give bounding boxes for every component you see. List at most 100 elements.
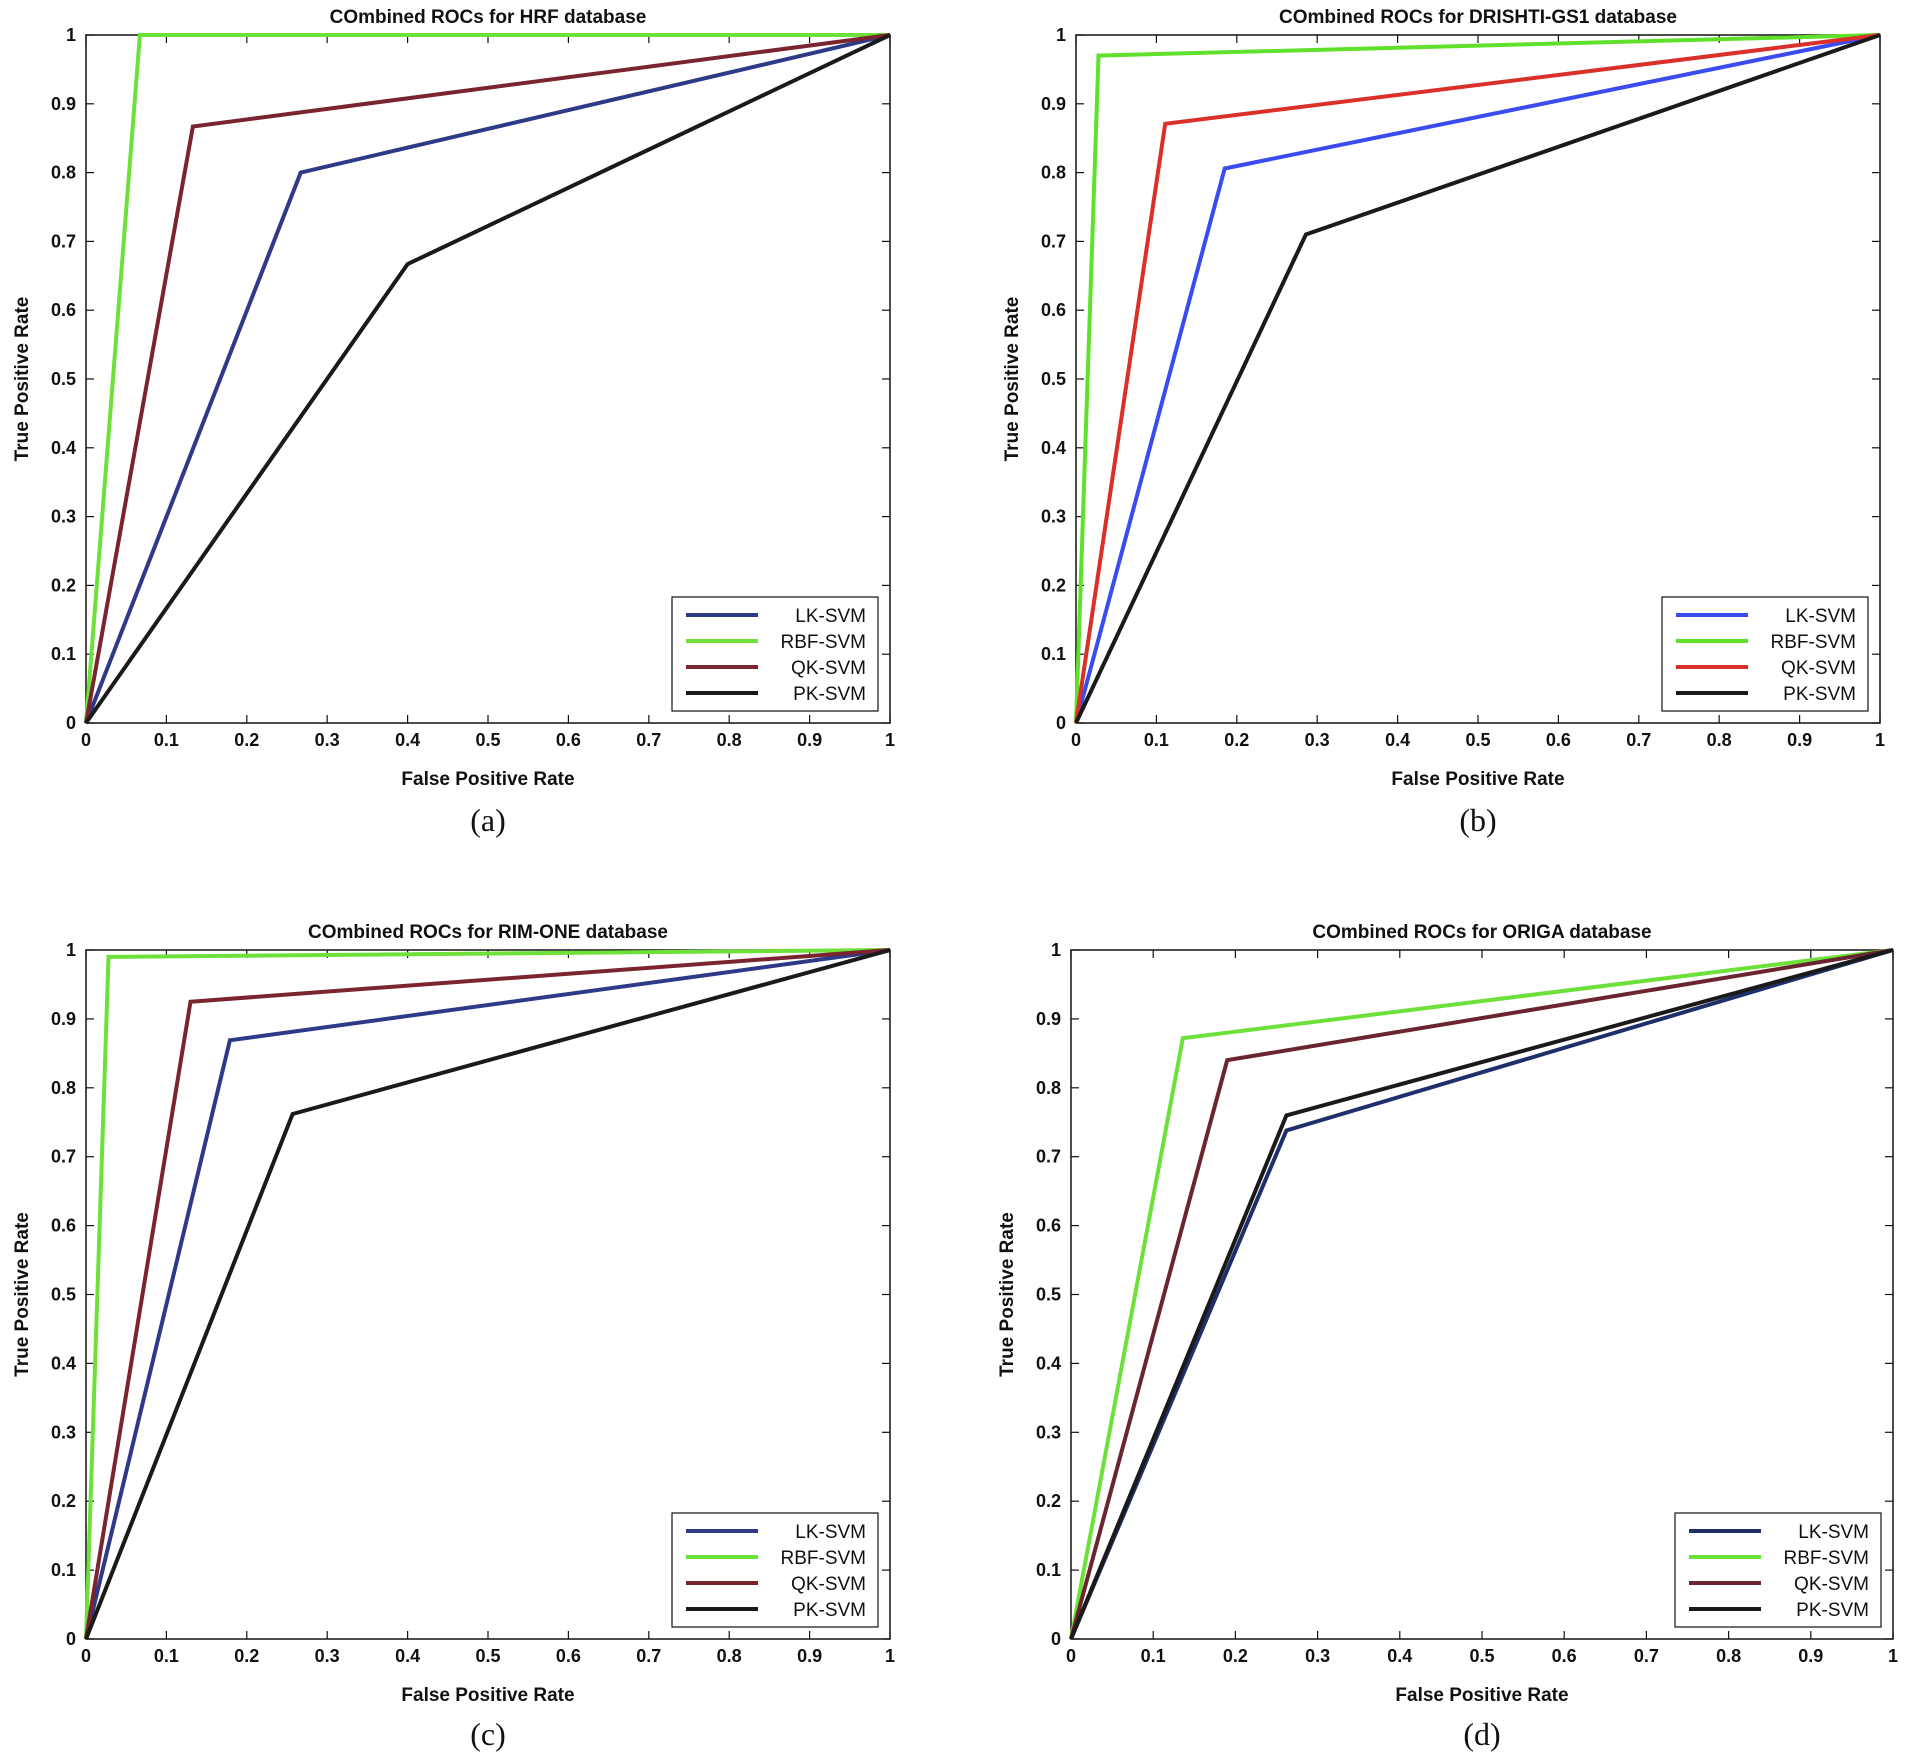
x-tick-label: 0.9 — [797, 1646, 822, 1666]
y-tick-label: 0.9 — [51, 1009, 76, 1029]
chart-title: COmbined ROCs for DRISHTI-GS1 database — [1279, 7, 1677, 28]
x-tick-label: 0.4 — [1387, 1646, 1412, 1666]
panel-caption: (a) — [470, 802, 506, 838]
y-axis-label: True Positive Rate — [1002, 297, 1023, 462]
series-line-qk-svm — [84, 948, 891, 1640]
x-tick-label: 1 — [885, 730, 895, 750]
x-tick-label: 0.4 — [1385, 730, 1410, 750]
series-line-rbf-svm — [1074, 33, 1881, 724]
x-tick-label: 0 — [1071, 730, 1081, 750]
series-line-rbf-svm — [84, 948, 891, 1640]
legend-label: QK-SVM — [1794, 1574, 1869, 1595]
x-tick-label: 0.5 — [1465, 730, 1490, 750]
y-tick-label: 0.2 — [51, 1491, 76, 1511]
series-line-qk-svm — [84, 33, 891, 724]
legend: LK-SVM RBF-SVM QK-SVM PK-SVM — [1661, 596, 1869, 712]
x-tick-label: 0.2 — [234, 1646, 259, 1666]
x-axis-label: False Positive Rate — [401, 1685, 574, 1706]
y-tick-label: 0.6 — [51, 300, 76, 320]
x-tick-label: 1 — [1888, 1646, 1898, 1666]
x-tick-label: 0.6 — [556, 1646, 581, 1666]
y-tick-label: 0.1 — [51, 1560, 76, 1580]
y-tick-label: 0.7 — [1041, 231, 1066, 251]
y-tick-label: 0.9 — [51, 94, 76, 114]
y-tick-label: 1 — [1056, 25, 1066, 45]
x-tick-label: 0.1 — [154, 730, 179, 750]
y-tick-label: 0.2 — [51, 575, 76, 595]
x-axis-label: False Positive Rate — [1391, 769, 1564, 790]
x-tick-label: 0.9 — [1787, 730, 1812, 750]
chart-panel-3: COmbined ROCs for ORIGA database 0 0.1 0.2 0… — [997, 922, 1898, 1752]
x-tick-label: 0.7 — [1634, 1646, 1659, 1666]
y-axis-label: True Positive Rate — [12, 297, 33, 462]
legend-label: RBF-SVM — [1784, 1548, 1870, 1569]
legend-label: LK-SVM — [1798, 1522, 1869, 1543]
x-tick-label: 0.8 — [1716, 1646, 1741, 1666]
series-line-pk-svm — [1069, 948, 1894, 1640]
y-tick-label: 0 — [1056, 713, 1066, 733]
x-tick-label: 0.2 — [234, 730, 259, 750]
x-tick-label: 0.5 — [1469, 1646, 1494, 1666]
series-line-rbf-svm — [1069, 948, 1894, 1640]
legend-label: RBF-SVM — [1771, 632, 1857, 653]
y-tick-label: 0.1 — [1036, 1560, 1061, 1580]
x-tick-label: 0.2 — [1224, 730, 1249, 750]
x-tick-label: 0 — [81, 1646, 91, 1666]
y-tick-label: 0.2 — [1041, 575, 1066, 595]
y-tick-label: 0.8 — [51, 1078, 76, 1098]
y-tick-label: 0.4 — [1036, 1353, 1061, 1373]
legend: LK-SVM RBF-SVM QK-SVM PK-SVM — [1674, 1512, 1882, 1628]
y-tick-label: 0.6 — [1041, 300, 1066, 320]
x-tick-label: 0.4 — [395, 730, 420, 750]
y-tick-label: 0.4 — [51, 1353, 76, 1373]
x-tick-label: 1 — [885, 1646, 895, 1666]
y-tick-label: 0.3 — [1036, 1422, 1061, 1442]
x-tick-label: 0.4 — [395, 1646, 420, 1666]
y-tick-label: 1 — [66, 25, 76, 45]
series-line-lk-svm — [84, 948, 891, 1640]
y-tick-label: 0 — [66, 1629, 76, 1649]
x-axis-label: False Positive Rate — [401, 769, 574, 790]
x-tick-label: 0.8 — [1707, 730, 1732, 750]
y-axis-label: True Positive Rate — [12, 1212, 33, 1377]
legend-label: PK-SVM — [793, 1600, 866, 1621]
x-tick-label: 0.3 — [315, 1646, 340, 1666]
y-tick-label: 0.8 — [1036, 1078, 1061, 1098]
y-tick-label: 0 — [1051, 1629, 1061, 1649]
y-tick-label: 0.3 — [51, 507, 76, 527]
legend-label: LK-SVM — [1785, 606, 1856, 627]
legend-label: LK-SVM — [795, 1522, 866, 1543]
x-tick-label: 0.1 — [154, 1646, 179, 1666]
panel-caption: (c) — [470, 1716, 506, 1752]
panel-caption: (d) — [1463, 1716, 1500, 1752]
x-tick-label: 0.7 — [636, 730, 661, 750]
x-tick-label: 0 — [81, 730, 91, 750]
x-tick-label: 0.2 — [1223, 1646, 1248, 1666]
series-line-rbf-svm — [84, 33, 890, 724]
x-tick-label: 0.5 — [475, 730, 500, 750]
x-tick-label: 0.6 — [556, 730, 581, 750]
legend-label: PK-SVM — [1783, 684, 1856, 705]
y-tick-label: 0.7 — [51, 1147, 76, 1167]
y-tick-label: 0.3 — [51, 1422, 76, 1442]
y-tick-label: 0.5 — [1041, 369, 1066, 389]
x-tick-label: 0.7 — [636, 1646, 661, 1666]
x-tick-label: 0.6 — [1546, 730, 1571, 750]
x-tick-label: 0.3 — [315, 730, 340, 750]
x-tick-label: 0.8 — [717, 1646, 742, 1666]
x-tick-label: 1 — [1875, 730, 1885, 750]
y-tick-label: 0.1 — [51, 644, 76, 664]
chart-title: COmbined ROCs for ORIGA database — [1312, 922, 1651, 943]
legend: LK-SVM RBF-SVM QK-SVM PK-SVM — [671, 596, 879, 712]
panel-caption: (b) — [1459, 802, 1496, 838]
x-tick-label: 0.3 — [1305, 730, 1330, 750]
series-line-pk-svm — [84, 33, 891, 725]
y-tick-label: 0.6 — [1036, 1216, 1061, 1236]
legend-label: QK-SVM — [791, 658, 866, 679]
y-tick-label: 0.9 — [1041, 94, 1066, 114]
x-tick-label: 0.1 — [1141, 1646, 1166, 1666]
chart-title: COmbined ROCs for HRF database — [330, 7, 647, 28]
y-tick-label: 0.7 — [51, 231, 76, 251]
